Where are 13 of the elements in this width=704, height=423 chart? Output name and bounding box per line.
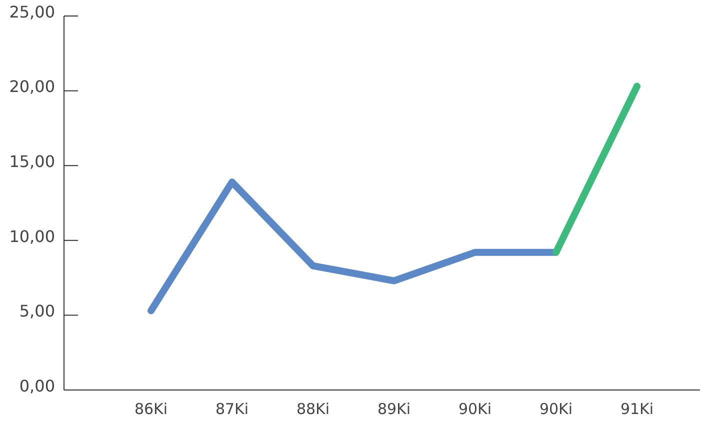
- x-tick-label: 86Ki: [134, 400, 168, 418]
- x-tick-label: 88Ki: [296, 400, 330, 418]
- y-tick-label: 15,00: [9, 152, 55, 171]
- x-tick-label: 87Ki: [215, 400, 249, 418]
- x-tick-label: 91Ki: [620, 400, 654, 418]
- y-tick-label: 5,00: [19, 302, 55, 321]
- x-tick-label: 90Ki: [458, 400, 492, 418]
- x-tick-label: 89Ki: [377, 400, 411, 418]
- y-tick-label: 10,00: [9, 226, 55, 246]
- y-tick-label: 25,00: [9, 2, 55, 22]
- y-tick-label: 0,00: [19, 376, 55, 396]
- y-tick-label: 20,00: [9, 77, 55, 96]
- x-tick-label: 90Ki: [539, 400, 573, 418]
